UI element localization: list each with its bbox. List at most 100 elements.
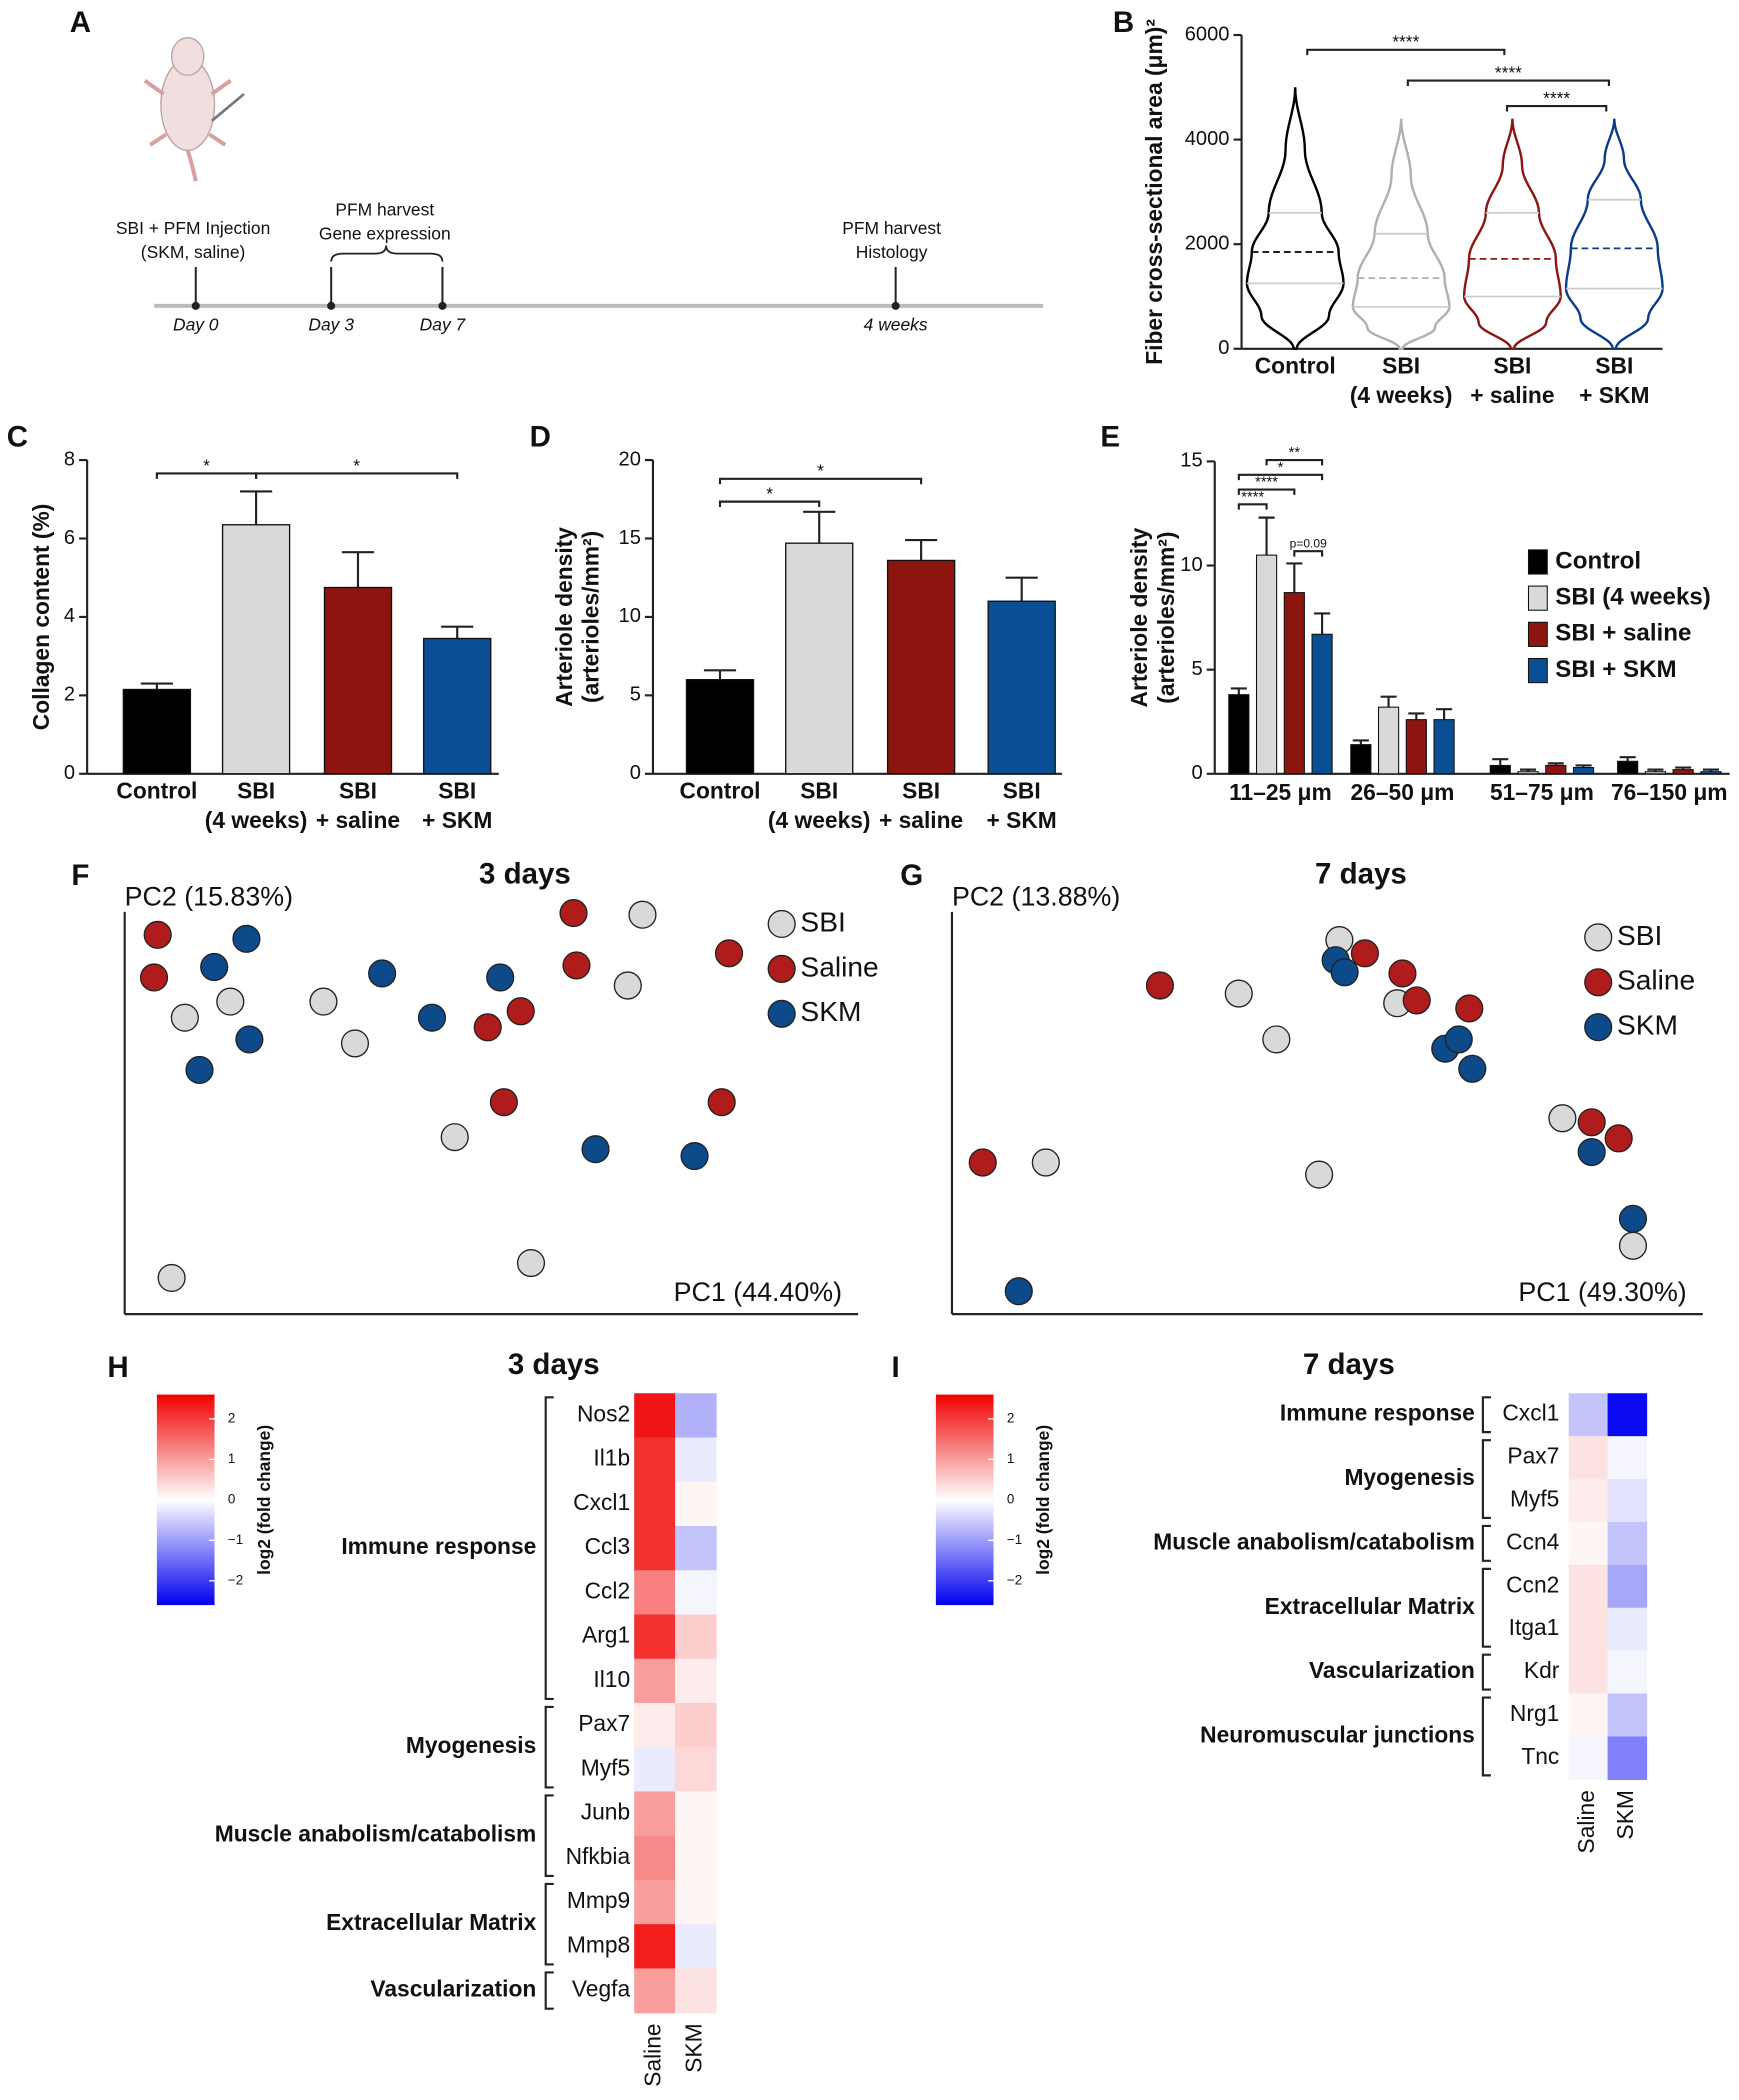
point bbox=[170, 1003, 199, 1032]
bar bbox=[785, 542, 854, 775]
heatmap-cell bbox=[675, 1393, 717, 1439]
legend-marker bbox=[767, 909, 796, 939]
y-tick-label: 10 bbox=[1180, 554, 1202, 576]
point bbox=[628, 900, 657, 929]
x-tick-label: + SKM bbox=[987, 807, 1057, 833]
row-label: Cxcl1 bbox=[1502, 1400, 1559, 1426]
heatmap-cell bbox=[1568, 1393, 1609, 1437]
heatmap-cell bbox=[1568, 1736, 1609, 1781]
bar bbox=[886, 559, 956, 775]
y-tick-label: 15 bbox=[1180, 450, 1202, 472]
legend-label: Control bbox=[1555, 547, 1641, 574]
bar bbox=[1644, 771, 1666, 775]
legend-marker bbox=[1584, 968, 1613, 997]
colorbar-tick-label: 1 bbox=[228, 1451, 235, 1466]
significance-bracket bbox=[1265, 458, 1324, 466]
point bbox=[235, 1025, 264, 1054]
chart-title: 3 days bbox=[479, 857, 571, 890]
point bbox=[1618, 1231, 1648, 1260]
timeline-brace bbox=[330, 245, 444, 262]
y-tick-label: 6000 bbox=[1185, 23, 1230, 45]
group-label: Extracellular Matrix bbox=[326, 1909, 537, 1935]
heatmap-cell bbox=[675, 1481, 717, 1527]
row-label: Kdr bbox=[1524, 1657, 1560, 1683]
group-label: Extracellular Matrix bbox=[1265, 1593, 1476, 1619]
group-bracket bbox=[544, 1882, 554, 1966]
point bbox=[680, 1141, 709, 1171]
timeline-dot bbox=[891, 301, 900, 310]
significance-bracket bbox=[718, 500, 821, 507]
point bbox=[1604, 1124, 1633, 1153]
legend-label: SBI bbox=[800, 906, 845, 937]
point bbox=[309, 987, 338, 1016]
x-tick-label: 51–75 μm bbox=[1490, 779, 1594, 805]
y-tick-label: 0 bbox=[64, 762, 75, 784]
x-axis-label: PC1 (44.40%) bbox=[674, 1277, 842, 1307]
group-label: Vascularization bbox=[1309, 1657, 1475, 1683]
timeline-note: SBI + PFM Injection bbox=[116, 218, 270, 238]
colorbar-tick-label: 2 bbox=[1007, 1410, 1014, 1425]
point bbox=[559, 899, 588, 928]
point bbox=[368, 959, 397, 988]
row-label: Itga1 bbox=[1509, 1614, 1560, 1640]
row-label: Ccl3 bbox=[585, 1533, 631, 1559]
heatmap-cell bbox=[1607, 1436, 1648, 1480]
heatmap-cell bbox=[675, 1525, 717, 1571]
row-label: Nfkbia bbox=[566, 1843, 631, 1869]
heatmap-cell bbox=[675, 1791, 717, 1837]
legend-marker bbox=[767, 954, 796, 983]
heatmap-cell bbox=[634, 1702, 676, 1748]
row-label: Ccn2 bbox=[1506, 1571, 1559, 1597]
heatmap-cell bbox=[675, 1968, 717, 2014]
group-label: Muscle anabolism/catabolism bbox=[1153, 1528, 1475, 1554]
y-tick-label: 2000 bbox=[1185, 232, 1230, 254]
point bbox=[1145, 971, 1175, 1000]
x-tick-label: + SKM bbox=[422, 807, 492, 833]
legend-swatch bbox=[1527, 657, 1548, 684]
x-tick-label: SBI bbox=[1003, 778, 1041, 804]
group-bracket bbox=[544, 1794, 554, 1877]
x-tick-label: + saline bbox=[316, 807, 400, 833]
legend-swatch bbox=[1527, 585, 1548, 611]
significance-bracket bbox=[1306, 48, 1506, 56]
x-axis-label: PC1 (49.30%) bbox=[1518, 1277, 1686, 1307]
bar bbox=[1433, 719, 1455, 775]
legend-label: Saline bbox=[1617, 965, 1695, 996]
colorbar bbox=[156, 1394, 215, 1606]
heatmap-cell bbox=[634, 1525, 676, 1571]
legend-label: SKM bbox=[1617, 1010, 1678, 1041]
y-tick-label: 2 bbox=[64, 684, 75, 706]
point bbox=[506, 997, 535, 1026]
point bbox=[1305, 1160, 1334, 1189]
mouse-legs bbox=[143, 78, 232, 147]
point bbox=[157, 1263, 186, 1293]
group-bracket bbox=[1481, 1396, 1491, 1434]
x-tick-label: + SKM bbox=[1579, 382, 1649, 408]
point bbox=[232, 924, 261, 953]
mouse-head bbox=[170, 37, 205, 76]
row-label: Pax7 bbox=[1507, 1443, 1559, 1469]
violin bbox=[1245, 87, 1345, 350]
heatmap-cell bbox=[634, 1658, 676, 1704]
panel-label: C bbox=[7, 420, 28, 453]
point bbox=[489, 1088, 518, 1117]
point bbox=[1577, 1137, 1606, 1167]
significance-bracket bbox=[718, 477, 923, 485]
point bbox=[1031, 1148, 1060, 1177]
row-label: Cxcl1 bbox=[573, 1489, 630, 1515]
point bbox=[200, 952, 229, 982]
y-axis-label: Arteriole density bbox=[551, 527, 577, 707]
row-label: Myf5 bbox=[581, 1754, 630, 1780]
legend-marker bbox=[1584, 1013, 1613, 1042]
y-axis-label: Arteriole density bbox=[1126, 527, 1152, 707]
panel-label: E bbox=[1100, 420, 1120, 453]
colorbar-tick-label: −2 bbox=[228, 1572, 243, 1587]
significance-label: * bbox=[353, 455, 360, 475]
significance-label: * bbox=[1278, 460, 1284, 476]
heatmap-cell bbox=[675, 1924, 717, 1970]
row-label: Ccl2 bbox=[585, 1577, 631, 1603]
colorbar-label: log2 (fold change) bbox=[254, 1425, 274, 1575]
y-tick-label: 0 bbox=[1191, 762, 1202, 784]
panel-label: B bbox=[1113, 6, 1134, 39]
